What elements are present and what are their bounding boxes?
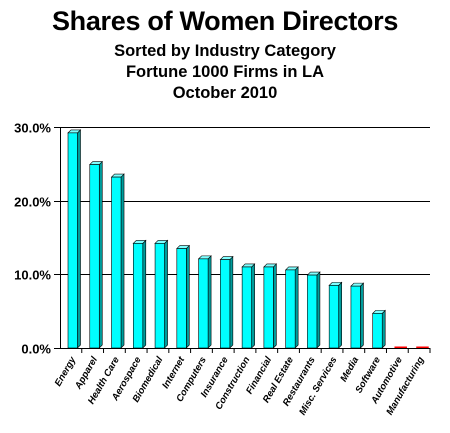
bar-front	[285, 269, 296, 349]
bar	[394, 346, 407, 348]
bar-front	[89, 164, 100, 349]
bar	[154, 239, 169, 349]
bar	[197, 255, 212, 349]
x-category-label: Media	[338, 355, 361, 384]
bar-side	[186, 244, 190, 349]
bar-front	[111, 176, 122, 349]
bar	[350, 282, 365, 349]
chart-title: Shares of Women Directors	[51, 6, 399, 36]
bar	[110, 173, 125, 349]
y-tick-label: 20.0%	[14, 195, 51, 210]
y-tick-label: 30.0%	[14, 121, 51, 136]
bar-side	[98, 160, 103, 349]
bar-front	[263, 266, 274, 349]
bar	[241, 263, 256, 349]
bar-side	[229, 255, 234, 349]
y-tick-label: 10.0%	[14, 268, 51, 283]
bar	[306, 271, 321, 349]
bar	[132, 239, 147, 349]
bar	[284, 266, 299, 349]
bar-side	[142, 239, 147, 349]
bar	[89, 160, 103, 349]
y-tick-label: 0.0%	[21, 342, 51, 357]
bar-side	[273, 263, 277, 349]
bar-front	[241, 266, 252, 349]
bar	[416, 346, 429, 348]
bar-front	[220, 259, 231, 349]
bar	[371, 309, 386, 349]
bar-side	[294, 266, 299, 349]
bar	[67, 129, 82, 349]
bar-side	[251, 263, 255, 349]
bar-front	[176, 248, 187, 349]
bar	[263, 263, 278, 349]
bar	[176, 244, 191, 349]
bar-front	[350, 285, 361, 349]
bar-side	[360, 282, 364, 349]
bar-front	[372, 313, 383, 349]
bar-front	[67, 132, 78, 349]
bar-side	[381, 309, 386, 349]
bar-front	[328, 285, 339, 349]
bar	[219, 255, 234, 349]
bar	[328, 281, 343, 349]
chart-subtitle-line-2: Fortune 1000 Firms in LA	[125, 63, 325, 81]
bar-front	[198, 258, 209, 349]
chart-subtitle-line-1: Sorted by Industry Category	[114, 42, 336, 60]
bar-front	[132, 243, 144, 349]
bar-zero	[394, 346, 407, 348]
bar-side	[316, 271, 321, 349]
bar-front	[154, 243, 165, 349]
bar-side	[338, 281, 342, 349]
bar-side	[164, 239, 168, 349]
bar-side	[77, 129, 81, 349]
bar-front	[307, 274, 318, 349]
bar-zero	[416, 346, 429, 348]
bar-side	[207, 255, 212, 349]
bar-side	[120, 173, 125, 349]
chart-subtitle-line-3: October 2010	[172, 84, 278, 102]
